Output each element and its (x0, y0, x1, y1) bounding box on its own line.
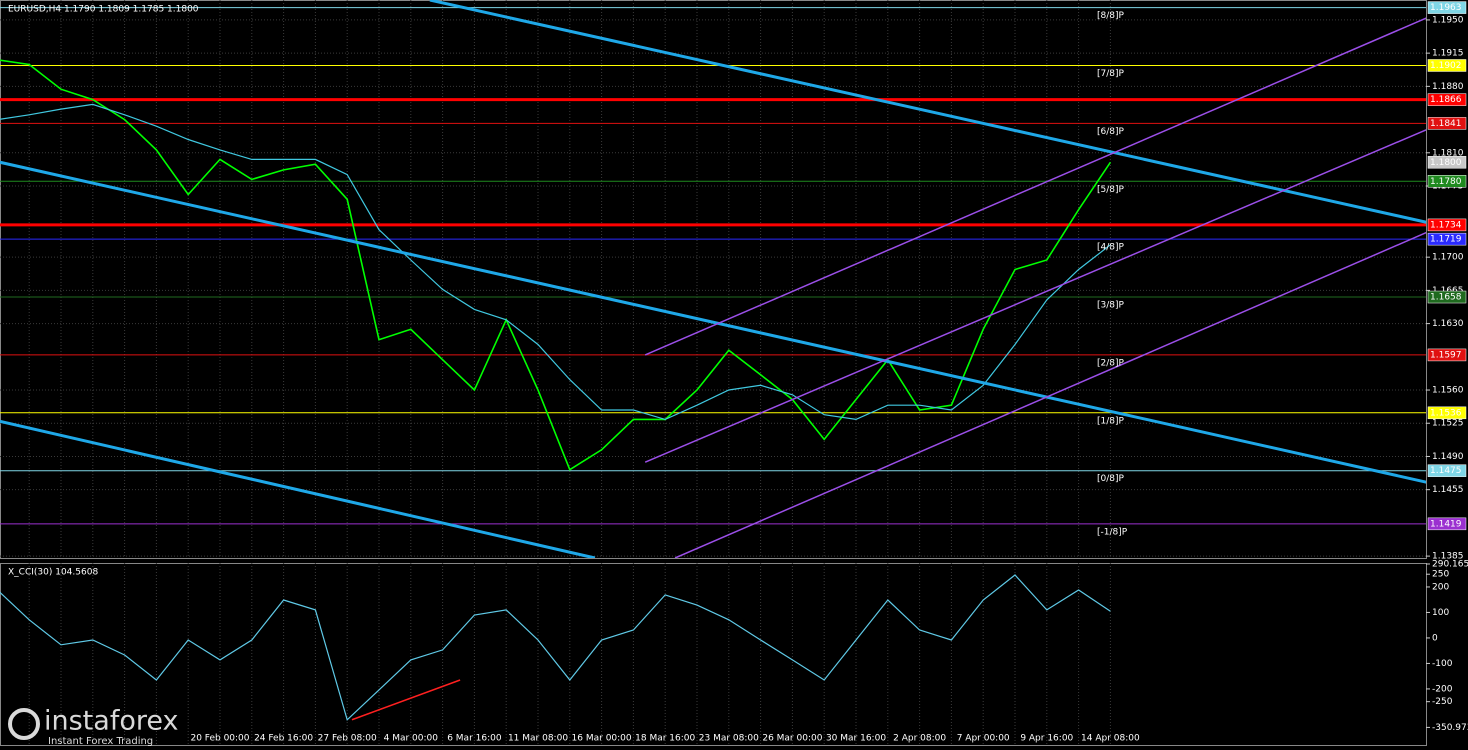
price-box-label: 1.1780 (1430, 177, 1462, 187)
price-box (1427, 218, 1467, 232)
y-tick-label: 1.1880 (1432, 82, 1464, 92)
level-name: [8/8]P (1097, 11, 1125, 21)
x-tick-label: 16 Mar 00:00 (572, 734, 632, 744)
price-box (1427, 156, 1467, 169)
price-box-label: 1.1963 (1430, 3, 1462, 13)
level-name: [3/8]P (1097, 301, 1125, 311)
price-box (1427, 464, 1467, 477)
x-tick-label: 18 Mar 16:00 (635, 734, 695, 744)
watermark-tagline: Instant Forex Trading (48, 736, 153, 747)
panel-title: X_CCI(30) 104.5608 (8, 568, 98, 578)
x-tick-label: 9 Apr 16:00 (1020, 734, 1073, 744)
price-box (1427, 175, 1467, 188)
level-name: [7/8]P (1097, 69, 1125, 79)
y-tick-label: 1.1630 (1432, 319, 1464, 329)
watermark-brand: instaforex (44, 706, 178, 737)
price-box-label: 1.1841 (1430, 119, 1462, 129)
price-box (1427, 117, 1467, 130)
trendline (674, 231, 1426, 558)
x-tick-label: 20 Feb 00:00 (190, 734, 249, 744)
trendline (644, 17, 1426, 356)
y-tick-label: 0 (1432, 633, 1438, 643)
price-box (1427, 232, 1467, 246)
x-tick-label: 6 Mar 16:00 (447, 734, 502, 744)
y-tick-label: 1.1455 (1432, 485, 1464, 495)
x-tick-label: 7 Apr 00:00 (957, 734, 1010, 744)
price-box-label: 1.1902 (1430, 61, 1462, 71)
x-tick-label: 14 Apr 08:00 (1081, 734, 1140, 744)
level-name: [5/8]P (1097, 185, 1125, 195)
price-box-label: 1.1800 (1430, 158, 1462, 168)
y-tick-label: 100 (1432, 608, 1449, 618)
price-box-label: 1.1719 (1430, 235, 1462, 245)
y-tick-label: -100 (1432, 659, 1453, 669)
price-box-label: 1.1734 (1430, 220, 1462, 230)
trendline (429, 0, 1426, 224)
y-tick-label: -200 (1432, 684, 1453, 694)
x-tick-label: 2 Apr 08:00 (893, 734, 946, 744)
trendline (644, 129, 1426, 463)
trendline (0, 160, 1426, 484)
y-tick-label: 1.1385 (1432, 552, 1464, 562)
level-name: [0/8]P (1097, 474, 1125, 484)
price-box (1427, 348, 1467, 362)
y-tick-label: 1.1525 (1432, 419, 1464, 429)
level-name: [-1/8]P (1097, 527, 1128, 537)
trendline (351, 679, 461, 721)
panel-title: EURUSD,H4 1.1790 1.1809 1.1785 1.1800 (8, 5, 199, 15)
y-tick-label: 290.1656 (1432, 559, 1468, 569)
y-tick-label: 250 (1432, 570, 1449, 580)
x-tick-label: 26 Mar 00:00 (762, 734, 822, 744)
panel (0, 574, 1111, 721)
price-box (1427, 406, 1467, 420)
level-name: [1/8]P (1097, 416, 1125, 426)
price-box-label: 1.1419 (1430, 519, 1462, 529)
price-box (1427, 517, 1467, 531)
price-box (1427, 93, 1467, 106)
price-box-label: 1.1536 (1430, 408, 1462, 418)
panel (0, 0, 1426, 558)
price-box-label: 1.1597 (1430, 350, 1462, 360)
level-name: [4/8]P (1097, 243, 1125, 253)
level-name: [2/8]P (1097, 358, 1125, 368)
price-box (1427, 1, 1467, 14)
x-tick-label: 24 Feb 16:00 (254, 734, 313, 744)
level-name: [6/8]P (1097, 127, 1125, 137)
y-tick-label: 200 (1432, 582, 1449, 592)
trendline (0, 419, 596, 558)
y-tick-label: 1.1700 (1432, 253, 1464, 263)
x-tick-label: 23 Mar 08:00 (699, 734, 759, 744)
series-line (0, 59, 1112, 471)
y-tick-label: 1.1560 (1432, 386, 1464, 396)
x-tick-label: 11 Mar 08:00 (508, 734, 568, 744)
y-tick-label: -250 (1432, 697, 1453, 707)
price-box-label: 1.1658 (1430, 293, 1462, 303)
price-box (1427, 59, 1467, 72)
series-line (0, 574, 1111, 721)
y-tick-label: 1.1490 (1432, 452, 1464, 462)
y-tick-label: 1.1915 (1432, 49, 1464, 59)
cci-panel-frame (0, 563, 1427, 746)
watermark: instaforex Instant Forex Trading (8, 706, 178, 747)
price-box-label: 1.1866 (1430, 95, 1462, 105)
series-line (0, 103, 1111, 421)
price-panel-frame (0, 0, 1427, 559)
x-tick-label: 4 Mar 00:00 (384, 734, 439, 744)
y-tick-label: -350.973 (1432, 723, 1468, 733)
y-tick-label: 1.1950 (1432, 15, 1464, 25)
y-tick-label: 1.1810 (1432, 148, 1464, 158)
x-tick-label: 30 Mar 16:00 (826, 734, 886, 744)
price-box (1427, 290, 1467, 304)
watermark-logo (8, 708, 40, 740)
price-box-label: 1.1475 (1430, 466, 1462, 476)
x-tick-label: 27 Feb 08:00 (318, 734, 377, 744)
